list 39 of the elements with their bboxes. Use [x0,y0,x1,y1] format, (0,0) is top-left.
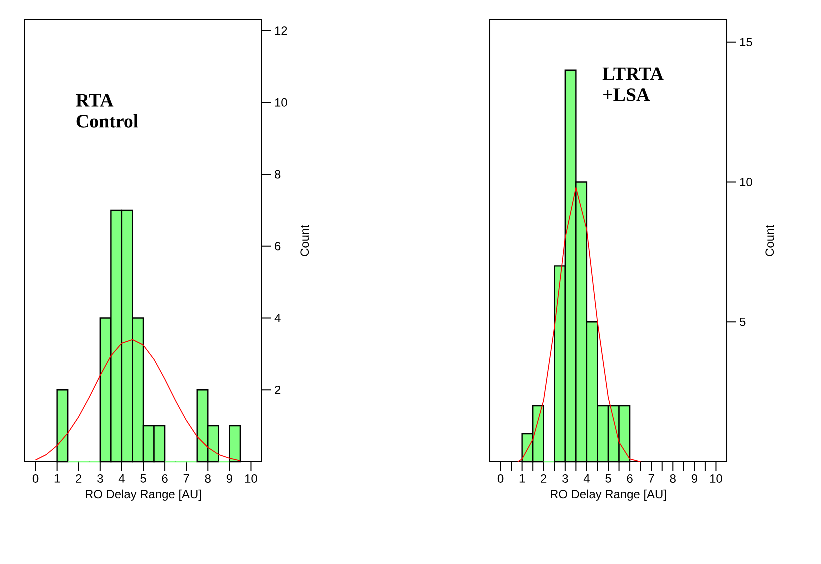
x-tick-label: 3 [98,474,104,483]
x-tick-label: 5 [140,474,146,483]
x-tick-label: 7 [184,474,190,483]
x-tick-label: 6 [627,474,633,483]
x-tick-label: 8 [670,474,676,483]
line-series [35,339,241,462]
x-tick-label: 6 [162,474,168,483]
y-tick-label: 6 [275,242,281,251]
x-tick-label: 9 [226,474,232,483]
y-axis-title: Count [300,225,310,256]
x-tick-label: 10 [710,474,722,483]
x-tick-label: 9 [692,474,698,483]
x-tick-label: 0 [498,474,504,483]
x-tick-label: 2 [541,474,547,483]
x-axis-title: RO Delay Range [AU] [551,490,666,501]
y-tick-label: 2 [275,386,281,394]
annotation: RTA Control [76,94,138,128]
y-tick-label: 15 [740,38,752,47]
y-tick-label: 12 [275,26,288,35]
x-tick-label: 2 [76,474,82,483]
y-tick-label: 10 [275,98,288,107]
line-series [518,187,642,462]
x-tick-label: 1 [54,474,60,483]
y-tick-label: 4 [274,314,281,322]
x-tick-label: 4 [584,474,590,483]
y-axis-title: Count [766,225,774,256]
x-tick-label: 5 [606,474,612,483]
y-tick-label: 8 [275,170,281,179]
x-tick-label: 1 [520,474,526,483]
x-tick-label: 7 [648,474,654,483]
x-tick-label: 3 [562,474,568,483]
x-axis-title: RO Delay Range [AU] [86,490,202,501]
y-tick-label: 5 [740,318,746,326]
x-tick-label: 10 [245,474,258,483]
x-tick-label: 0 [32,474,39,483]
x-tick-label: 4 [118,474,125,483]
annotation: LTRTA +LSA [602,68,664,102]
y-tick-label: 10 [740,178,752,186]
x-tick-label: 8 [205,474,211,483]
